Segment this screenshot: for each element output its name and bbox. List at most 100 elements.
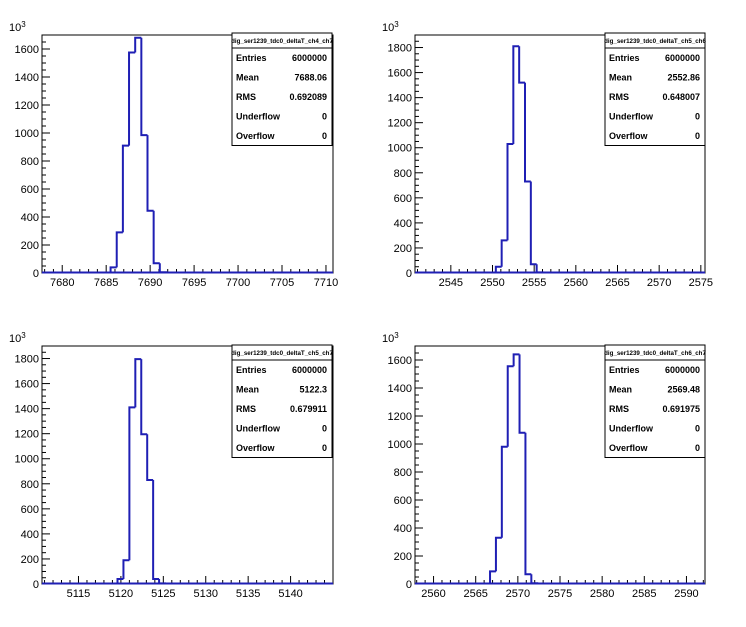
y-tick-label: 200: [394, 243, 412, 255]
y-tick-label: 600: [394, 193, 412, 205]
y-tick-label: 400: [21, 529, 39, 541]
y-tick-label: 1800: [388, 43, 412, 55]
stats-title: dig_ser1239_tdc0_deltaT_ch4_ch7: [231, 38, 333, 45]
x-tick-label: 2590: [674, 588, 698, 600]
stats-value: 0: [695, 443, 700, 453]
x-tick-label: 7695: [182, 277, 206, 289]
stats-label: Entries: [609, 53, 640, 63]
histogram-bin: [489, 570, 496, 584]
histogram-bin: [121, 144, 130, 233]
y-tick-label: 1600: [15, 44, 39, 56]
stats-label: Overflow: [236, 131, 276, 141]
x-tick-label: 2565: [605, 277, 629, 289]
stats-label: Underflow: [236, 112, 281, 122]
stats-value: 0: [695, 112, 700, 122]
stats-label: RMS: [236, 92, 256, 102]
x-tick-label: 5130: [193, 588, 217, 600]
y-tick-label: 1200: [388, 411, 412, 423]
y-tick-label: 0: [406, 268, 412, 280]
stats-value: 6000000: [665, 365, 700, 375]
x-tick-label: 7710: [314, 277, 338, 289]
histogram-bin: [134, 36, 142, 53]
stats-value: 5122.3: [299, 385, 327, 395]
stats-label: RMS: [609, 404, 629, 414]
stats-label: Mean: [236, 385, 259, 395]
y-tick-label: 1000: [388, 439, 412, 451]
x-tick-label: 7680: [50, 277, 74, 289]
x-tick-label: 2575: [548, 588, 572, 600]
histogram-pad-3: 5115 5120 5125 5130 5135 51400200400600800100…: [9, 331, 334, 600]
y-tick-label: 800: [21, 156, 39, 168]
stats-value: 0: [322, 131, 327, 141]
y-exponent-base: 10: [9, 22, 21, 34]
stats-box: [231, 32, 333, 146]
histogram-pad-1: 7680 7685 7690 7695 7700 7705 7710 0 200 400 600 80…: [9, 20, 338, 289]
y-tick-label: 400: [21, 212, 39, 224]
histogram-bin: [518, 46, 525, 84]
stats-value: 7688.06: [294, 73, 327, 83]
histogram-bin: [524, 432, 532, 576]
stats-value: 6000000: [292, 53, 327, 63]
histogram-bin: [494, 265, 502, 273]
y-tick-label: 200: [394, 551, 412, 563]
stats-label: Entries: [236, 365, 267, 375]
y-tick-label: 800: [394, 467, 412, 479]
histogram-bin: [115, 231, 123, 268]
stats-box: [604, 344, 706, 458]
x-tick-label: 2550: [480, 277, 504, 289]
histogram-bin: [524, 82, 531, 183]
histogram-bin: [128, 406, 136, 561]
stats-box: [231, 344, 333, 458]
x-tick-label: 2560: [421, 588, 445, 600]
histogram-bin: [140, 359, 148, 436]
y-exponent-power: 3: [394, 20, 399, 29]
x-tick-label: 5125: [151, 588, 175, 600]
y-tick-label: 1600: [388, 68, 412, 80]
y-tick-label: 1000: [15, 454, 39, 466]
stats-title: dig_ser1239_tdc0_deltaT_ch6_ch7: [604, 350, 706, 357]
stats-label: Mean: [236, 73, 259, 83]
y-tick-label: 800: [21, 479, 39, 491]
y-tick-label: 1000: [15, 128, 39, 140]
stats-label: Mean: [609, 385, 632, 395]
x-tick-label: 7700: [226, 277, 250, 289]
stats-label: Mean: [609, 73, 632, 83]
histogram-bin: [128, 51, 136, 146]
histogram-bin: [158, 578, 167, 585]
histogram-bin: [529, 181, 537, 266]
x-tick-label: 2560: [564, 277, 588, 289]
y-exponent-label: 103: [382, 331, 399, 345]
y-tick-label: 1200: [15, 429, 39, 441]
y-exponent-power: 3: [21, 20, 26, 29]
stats-title: dig_ser1239_tdc0_deltaT_ch5_ch7: [231, 350, 333, 357]
stats-value: 0.679911: [290, 404, 327, 414]
stats-box: [604, 32, 706, 146]
stats-value: 2552.86: [667, 73, 700, 83]
histogram-bin: [134, 358, 142, 408]
stats-label: RMS: [609, 92, 629, 102]
y-tick-label: 0: [33, 268, 39, 280]
stats-value: 0: [695, 131, 700, 141]
stats-label: Overflow: [609, 443, 649, 453]
stats-value: 0.691975: [662, 404, 700, 414]
stats-label: Overflow: [609, 131, 649, 141]
y-tick-label: 1400: [15, 72, 39, 84]
histogram-bin: [152, 480, 160, 580]
stats-value: 6000000: [292, 365, 327, 375]
histogram-bin: [500, 239, 508, 267]
stats-label: Overflow: [236, 443, 276, 453]
histogram-pad-2: 2545 2550 2555 2560 2565 2570 2575 0 200 400 600 80…: [382, 20, 713, 289]
x-tick-label: 2545: [439, 277, 463, 289]
y-tick-label: 600: [21, 504, 39, 516]
histogram-bin: [146, 135, 154, 212]
histogram-bin: [152, 210, 160, 265]
x-tick-label: 2555: [522, 277, 546, 289]
histogram-bin: [500, 445, 508, 538]
x-tick-label: 2585: [632, 588, 656, 600]
histogram-bin: [116, 577, 124, 584]
histogram-bin: [535, 264, 544, 274]
histogram-bin: [122, 559, 130, 579]
y-tick-label: 600: [21, 184, 39, 196]
x-tick-label: 2580: [590, 588, 614, 600]
